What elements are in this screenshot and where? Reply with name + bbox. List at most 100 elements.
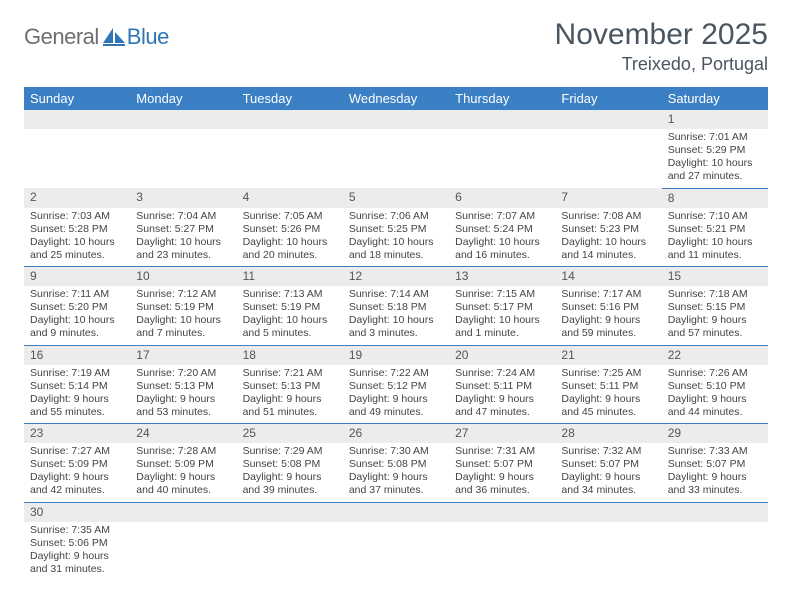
day-number <box>343 502 449 522</box>
sunset-text: Sunset: 5:07 PM <box>668 458 762 471</box>
daylight-text: Daylight: 9 hours and 42 minutes. <box>30 471 124 497</box>
day-info: Sunrise: 7:01 AMSunset: 5:29 PMDaylight:… <box>662 129 768 188</box>
weekday-header: Tuesday <box>237 87 343 110</box>
day-info: Sunrise: 7:21 AMSunset: 5:13 PMDaylight:… <box>237 365 343 424</box>
day-info <box>130 129 236 188</box>
sunrise-text: Sunrise: 7:06 AM <box>349 210 443 223</box>
sunrise-text: Sunrise: 7:25 AM <box>561 367 655 380</box>
day-number: 9 <box>24 267 130 287</box>
sunset-text: Sunset: 5:19 PM <box>136 301 230 314</box>
day-info: Sunrise: 7:29 AMSunset: 5:08 PMDaylight:… <box>237 443 343 502</box>
weekday-header-row: SundayMondayTuesdayWednesdayThursdayFrid… <box>24 87 768 110</box>
day-info <box>24 129 130 188</box>
daylight-text: Daylight: 10 hours and 7 minutes. <box>136 314 230 340</box>
day-number: 30 <box>24 502 130 522</box>
daylight-text: Daylight: 9 hours and 59 minutes. <box>561 314 655 340</box>
sunset-text: Sunset: 5:14 PM <box>30 380 124 393</box>
sunrise-text: Sunrise: 7:14 AM <box>349 288 443 301</box>
sunrise-text: Sunrise: 7:31 AM <box>455 445 549 458</box>
day-info <box>237 522 343 581</box>
day-number: 26 <box>343 424 449 444</box>
day-info: Sunrise: 7:24 AMSunset: 5:11 PMDaylight:… <box>449 365 555 424</box>
day-number: 6 <box>449 188 555 208</box>
day-number-row: 9101112131415 <box>24 267 768 287</box>
day-number: 12 <box>343 267 449 287</box>
day-number-row: 16171819202122 <box>24 345 768 365</box>
day-info: Sunrise: 7:17 AMSunset: 5:16 PMDaylight:… <box>555 286 661 345</box>
sunrise-text: Sunrise: 7:13 AM <box>243 288 337 301</box>
weekday-header: Friday <box>555 87 661 110</box>
day-info: Sunrise: 7:13 AMSunset: 5:19 PMDaylight:… <box>237 286 343 345</box>
day-number-row: 30 <box>24 502 768 522</box>
day-number: 4 <box>237 188 343 208</box>
day-info: Sunrise: 7:04 AMSunset: 5:27 PMDaylight:… <box>130 208 236 267</box>
daylight-text: Daylight: 9 hours and 57 minutes. <box>668 314 762 340</box>
day-info <box>343 522 449 581</box>
month-title: November 2025 <box>555 18 768 52</box>
day-info: Sunrise: 7:33 AMSunset: 5:07 PMDaylight:… <box>662 443 768 502</box>
daylight-text: Daylight: 9 hours and 45 minutes. <box>561 393 655 419</box>
day-number <box>449 110 555 129</box>
day-info <box>237 129 343 188</box>
day-number <box>237 110 343 129</box>
day-info <box>343 129 449 188</box>
sunset-text: Sunset: 5:29 PM <box>668 144 762 157</box>
day-number: 2 <box>24 188 130 208</box>
daylight-text: Daylight: 9 hours and 51 minutes. <box>243 393 337 419</box>
day-info: Sunrise: 7:10 AMSunset: 5:21 PMDaylight:… <box>662 208 768 267</box>
daylight-text: Daylight: 9 hours and 55 minutes. <box>30 393 124 419</box>
day-number: 7 <box>555 188 661 208</box>
sunrise-text: Sunrise: 7:12 AM <box>136 288 230 301</box>
day-number: 5 <box>343 188 449 208</box>
sunrise-text: Sunrise: 7:26 AM <box>668 367 762 380</box>
daylight-text: Daylight: 10 hours and 11 minutes. <box>668 236 762 262</box>
daylight-text: Daylight: 9 hours and 39 minutes. <box>243 471 337 497</box>
sunrise-text: Sunrise: 7:08 AM <box>561 210 655 223</box>
day-info: Sunrise: 7:06 AMSunset: 5:25 PMDaylight:… <box>343 208 449 267</box>
sunset-text: Sunset: 5:26 PM <box>243 223 337 236</box>
sunrise-text: Sunrise: 7:28 AM <box>136 445 230 458</box>
day-number <box>449 502 555 522</box>
day-number <box>237 502 343 522</box>
sunset-text: Sunset: 5:27 PM <box>136 223 230 236</box>
sunrise-text: Sunrise: 7:35 AM <box>30 524 124 537</box>
day-number: 14 <box>555 267 661 287</box>
day-info: Sunrise: 7:07 AMSunset: 5:24 PMDaylight:… <box>449 208 555 267</box>
daylight-text: Daylight: 9 hours and 33 minutes. <box>668 471 762 497</box>
day-number <box>555 502 661 522</box>
sunset-text: Sunset: 5:08 PM <box>243 458 337 471</box>
daylight-text: Daylight: 9 hours and 40 minutes. <box>136 471 230 497</box>
day-info: Sunrise: 7:31 AMSunset: 5:07 PMDaylight:… <box>449 443 555 502</box>
sunrise-text: Sunrise: 7:29 AM <box>243 445 337 458</box>
day-number <box>24 110 130 129</box>
daylight-text: Daylight: 9 hours and 36 minutes. <box>455 471 549 497</box>
sunrise-text: Sunrise: 7:22 AM <box>349 367 443 380</box>
daylight-text: Daylight: 9 hours and 37 minutes. <box>349 471 443 497</box>
daylight-text: Daylight: 10 hours and 9 minutes. <box>30 314 124 340</box>
day-number-row: 23242526272829 <box>24 424 768 444</box>
sunset-text: Sunset: 5:09 PM <box>30 458 124 471</box>
day-number: 23 <box>24 424 130 444</box>
day-number <box>662 502 768 522</box>
sunset-text: Sunset: 5:16 PM <box>561 301 655 314</box>
daylight-text: Daylight: 10 hours and 23 minutes. <box>136 236 230 262</box>
weekday-header: Thursday <box>449 87 555 110</box>
sunrise-text: Sunrise: 7:27 AM <box>30 445 124 458</box>
sunrise-text: Sunrise: 7:04 AM <box>136 210 230 223</box>
day-number: 24 <box>130 424 236 444</box>
daylight-text: Daylight: 10 hours and 14 minutes. <box>561 236 655 262</box>
daylight-text: Daylight: 10 hours and 16 minutes. <box>455 236 549 262</box>
day-number: 13 <box>449 267 555 287</box>
day-number: 3 <box>130 188 236 208</box>
day-info: Sunrise: 7:14 AMSunset: 5:18 PMDaylight:… <box>343 286 449 345</box>
sunset-text: Sunset: 5:28 PM <box>30 223 124 236</box>
day-info-row: Sunrise: 7:35 AMSunset: 5:06 PMDaylight:… <box>24 522 768 581</box>
daylight-text: Daylight: 9 hours and 53 minutes. <box>136 393 230 419</box>
day-info: Sunrise: 7:05 AMSunset: 5:26 PMDaylight:… <box>237 208 343 267</box>
sunrise-text: Sunrise: 7:18 AM <box>668 288 762 301</box>
daylight-text: Daylight: 10 hours and 25 minutes. <box>30 236 124 262</box>
day-info-row: Sunrise: 7:01 AMSunset: 5:29 PMDaylight:… <box>24 129 768 188</box>
day-number: 19 <box>343 345 449 365</box>
day-number-row: 1 <box>24 110 768 129</box>
daylight-text: Daylight: 10 hours and 18 minutes. <box>349 236 443 262</box>
